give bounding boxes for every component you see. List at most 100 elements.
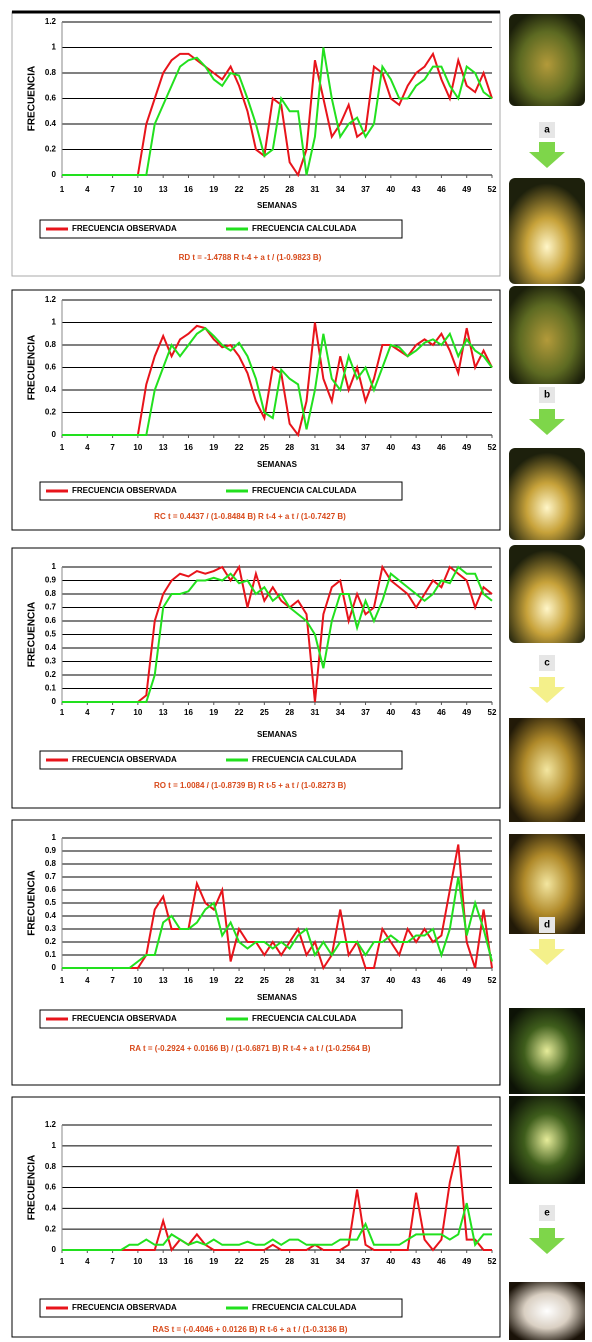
formula: RA t = (-0.2924 + 0.0166 B) / (1-0.6871 … xyxy=(130,1044,371,1053)
y-tick-label: 1 xyxy=(52,1141,57,1150)
x-tick-label: 19 xyxy=(209,708,218,717)
x-tick-label: 31 xyxy=(310,443,319,452)
x-tick-label: 49 xyxy=(462,708,471,717)
x-tick-label: 46 xyxy=(437,185,446,194)
x-tick-label: 4 xyxy=(85,185,90,194)
y-tick-label: 0.1 xyxy=(45,950,57,959)
x-tick-label: 43 xyxy=(412,1257,421,1266)
x-tick-label: 37 xyxy=(361,976,370,985)
x-tick-label: 22 xyxy=(235,1257,244,1266)
figure: 00.20.40.60.811.214710131619222528313437… xyxy=(0,0,592,1342)
x-tick-label: 46 xyxy=(437,443,446,452)
x-tick-label: 4 xyxy=(85,1257,90,1266)
photo xyxy=(509,718,585,822)
x-tick-label: 40 xyxy=(386,1257,395,1266)
y-axis-title: FRECUENCIA xyxy=(27,870,38,936)
y-axis-title: FRECUENCIA xyxy=(27,66,38,132)
legend-label: FRECUENCIA OBSERVADA xyxy=(72,755,177,764)
x-tick-label: 13 xyxy=(159,443,168,452)
x-tick-label: 13 xyxy=(159,976,168,985)
x-tick-label: 37 xyxy=(361,1257,370,1266)
down-arrow xyxy=(529,677,565,703)
x-tick-label: 52 xyxy=(488,185,497,194)
y-tick-label: 0.7 xyxy=(45,872,57,881)
y-tick-label: 0.9 xyxy=(45,576,57,585)
x-tick-label: 1 xyxy=(60,185,65,194)
legend-label: FRECUENCIA OBSERVADA xyxy=(72,1303,177,1312)
x-axis-title: SEMANAS xyxy=(257,730,298,739)
x-tick-label: 49 xyxy=(462,976,471,985)
y-tick-label: 0.5 xyxy=(45,898,57,907)
stage-label: d xyxy=(544,920,550,931)
x-tick-label: 13 xyxy=(159,185,168,194)
y-tick-label: 1 xyxy=(52,562,57,571)
y-tick-label: 0.6 xyxy=(45,94,57,103)
x-tick-label: 10 xyxy=(133,1257,142,1266)
x-tick-label: 1 xyxy=(60,1257,65,1266)
y-tick-label: 0.4 xyxy=(45,119,57,128)
y-tick-label: 0.3 xyxy=(45,657,57,666)
x-tick-label: 34 xyxy=(336,708,345,717)
y-axis-title: FRECUENCIA xyxy=(27,1155,38,1221)
photo xyxy=(509,14,585,106)
y-tick-label: 0.4 xyxy=(45,385,57,394)
x-tick-label: 10 xyxy=(133,708,142,717)
x-tick-label: 22 xyxy=(235,443,244,452)
down-arrow xyxy=(529,939,565,965)
x-tick-label: 16 xyxy=(184,976,193,985)
legend: FRECUENCIA OBSERVADAFRECUENCIA CALCULADA xyxy=(40,482,402,500)
x-tick-label: 46 xyxy=(437,1257,446,1266)
x-tick-label: 34 xyxy=(336,185,345,194)
x-tick-label: 1 xyxy=(60,976,65,985)
x-tick-label: 4 xyxy=(85,443,90,452)
x-tick-label: 46 xyxy=(437,708,446,717)
x-tick-label: 28 xyxy=(285,1257,294,1266)
x-tick-label: 34 xyxy=(336,443,345,452)
down-arrow xyxy=(529,142,565,168)
legend-label: FRECUENCIA CALCULADA xyxy=(252,224,357,233)
formula: RD t = -1.4788 R t-4 + a t / (1-0.9823 B… xyxy=(179,253,322,262)
y-tick-label: 0.7 xyxy=(45,603,57,612)
y-tick-label: 1 xyxy=(52,43,57,52)
x-tick-label: 43 xyxy=(412,708,421,717)
x-tick-label: 7 xyxy=(110,443,115,452)
y-tick-label: 0.2 xyxy=(45,145,57,154)
photo xyxy=(509,545,585,643)
x-tick-label: 22 xyxy=(235,976,244,985)
x-tick-label: 10 xyxy=(133,443,142,452)
legend-label: FRECUENCIA CALCULADA xyxy=(252,486,357,495)
x-tick-label: 19 xyxy=(209,1257,218,1266)
x-axis-title: SEMANAS xyxy=(257,993,298,1002)
page: {"chart_data": [ {"type": "line", "xlabe… xyxy=(0,0,592,1342)
photo xyxy=(509,448,585,540)
x-tick-label: 25 xyxy=(260,708,269,717)
x-tick-label: 28 xyxy=(285,708,294,717)
y-tick-label: 0.6 xyxy=(45,885,57,894)
y-tick-label: 1.2 xyxy=(45,1120,57,1129)
x-tick-label: 10 xyxy=(133,185,142,194)
x-tick-label: 4 xyxy=(85,976,90,985)
y-tick-label: 0.9 xyxy=(45,846,57,855)
y-axis-title: FRECUENCIA xyxy=(27,602,38,668)
y-tick-label: 0 xyxy=(52,697,57,706)
legend: FRECUENCIA OBSERVADAFRECUENCIA CALCULADA xyxy=(40,220,402,238)
x-tick-label: 13 xyxy=(159,708,168,717)
x-tick-label: 31 xyxy=(310,185,319,194)
x-tick-label: 7 xyxy=(110,708,115,717)
x-tick-label: 52 xyxy=(488,708,497,717)
y-tick-label: 0 xyxy=(52,430,57,439)
x-tick-label: 31 xyxy=(310,976,319,985)
x-tick-label: 19 xyxy=(209,443,218,452)
y-tick-label: 0 xyxy=(52,170,57,179)
y-tick-label: 0.8 xyxy=(45,68,57,77)
x-tick-label: 28 xyxy=(285,976,294,985)
x-tick-label: 52 xyxy=(488,976,497,985)
x-tick-label: 37 xyxy=(361,185,370,194)
x-axis-title: SEMANAS xyxy=(257,460,298,469)
y-tick-label: 0.6 xyxy=(45,1183,57,1192)
